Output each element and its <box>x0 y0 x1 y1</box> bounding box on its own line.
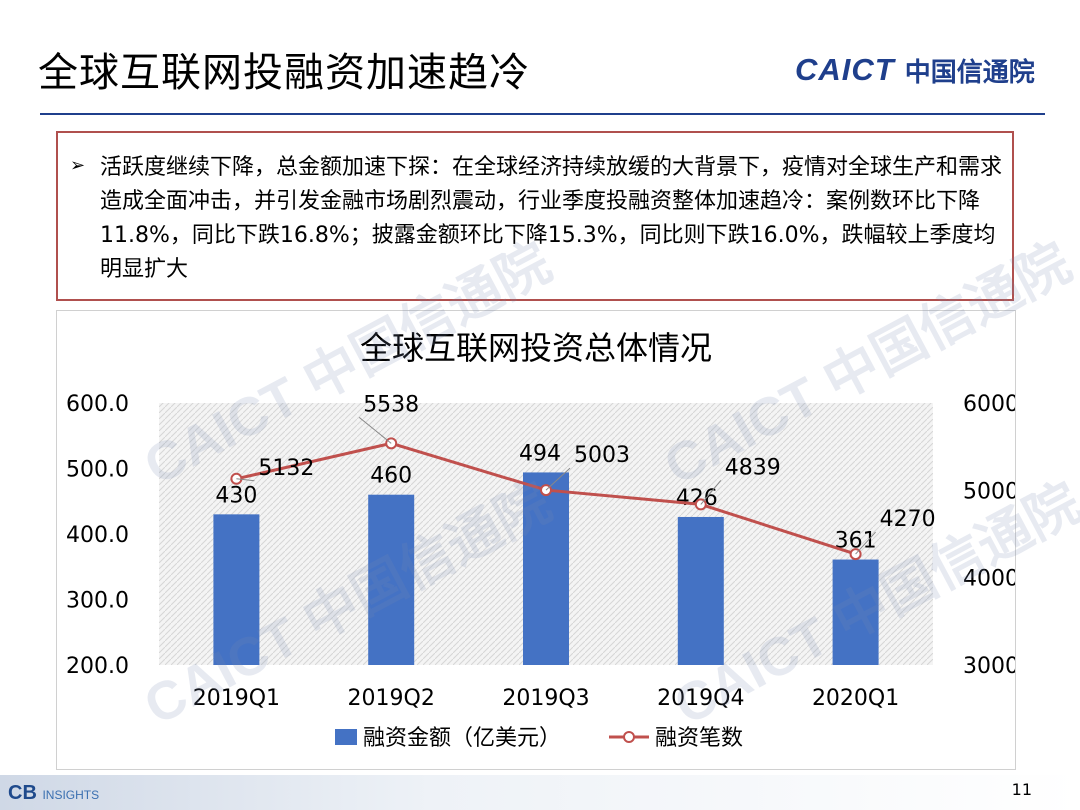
line-data-label: 4270 <box>880 507 936 532</box>
right-axis-tick-label: 6000 <box>963 392 1015 417</box>
cb-brand-sub: INSIGHTS <box>42 788 100 802</box>
caict-logo: CAICT 中国信通院 <box>795 52 1035 88</box>
line-data-label: 5132 <box>258 456 314 481</box>
legend-label: 融资金额（亿美元） <box>363 726 561 751</box>
right-axis-tick-label: 4000 <box>963 567 1015 592</box>
left-axis-tick-label: 500.0 <box>66 458 129 483</box>
legend-label: 融资笔数 <box>655 726 743 751</box>
cb-brand: CB <box>8 782 37 804</box>
left-axis-tick-label: 400.0 <box>66 523 129 548</box>
line-label-leader <box>700 480 722 505</box>
bar <box>368 494 415 665</box>
page-title: 全球互联网投融资加速趋冷 <box>38 50 530 96</box>
left-axis-tick-label: 600.0 <box>66 392 129 417</box>
chart-container: 全球互联网投资总体情况 200.0 300.0 400.0 500.0 600.0 30… <box>56 310 1019 770</box>
bar <box>213 514 260 665</box>
line-label-leader <box>855 531 876 555</box>
combo-chart: 全球互联网投资总体情况 200.0 300.0 400.0 500.0 600.0 30… <box>66 329 1019 751</box>
line-data-label: 5538 <box>363 392 419 417</box>
bar-data-label: 430 <box>215 483 257 508</box>
left-axis-tick-label: 200.0 <box>66 654 129 679</box>
right-axis-tick-label: 3000 <box>963 654 1015 679</box>
category-label: 2019Q2 <box>348 686 435 711</box>
legend-bar-swatch <box>335 729 357 745</box>
logo-en: CAICT <box>795 52 895 87</box>
bullet-arrow-icon: ➢ <box>70 155 86 176</box>
left-axis-tick-label: 300.0 <box>66 589 129 614</box>
bar <box>523 472 569 665</box>
category-label: 2019Q4 <box>657 686 744 711</box>
line-data-label: 5003 <box>574 443 630 468</box>
bar-data-label: 494 <box>519 441 561 466</box>
cb-insights-logo: CB INSIGHTS <box>8 782 99 805</box>
bar <box>677 516 724 665</box>
line-point <box>385 437 398 450</box>
summary-text: 活跃度继续下降，总金额加速下探：在全球经济持续放缓的大背景下，疫情对全球生产和需… <box>100 155 1003 282</box>
summary-box: ➢ 活跃度继续下降，总金额加速下探：在全球经济持续放缓的大背景下，疫情对全球生产… <box>56 131 1014 301</box>
legend-line-marker <box>623 731 635 743</box>
category-label: 2020Q1 <box>812 686 899 711</box>
page-number: 11 <box>1011 780 1032 799</box>
category-label: 2019Q3 <box>502 686 589 711</box>
bar-data-label: 460 <box>370 464 412 489</box>
line-label-leader <box>545 467 571 491</box>
line-data-label: 4839 <box>725 455 781 480</box>
line-label-leader <box>358 416 392 444</box>
line-label-leader <box>236 478 255 482</box>
bar <box>832 559 879 665</box>
category-label: 2019Q1 <box>193 686 280 711</box>
chart-title: 全球互联网投资总体情况 <box>360 329 712 367</box>
footer-bar <box>0 775 1080 810</box>
right-axis-tick-label: 5000 <box>963 479 1015 504</box>
logo-cn: 中国信通院 <box>904 57 1035 88</box>
title-divider <box>40 113 1045 115</box>
